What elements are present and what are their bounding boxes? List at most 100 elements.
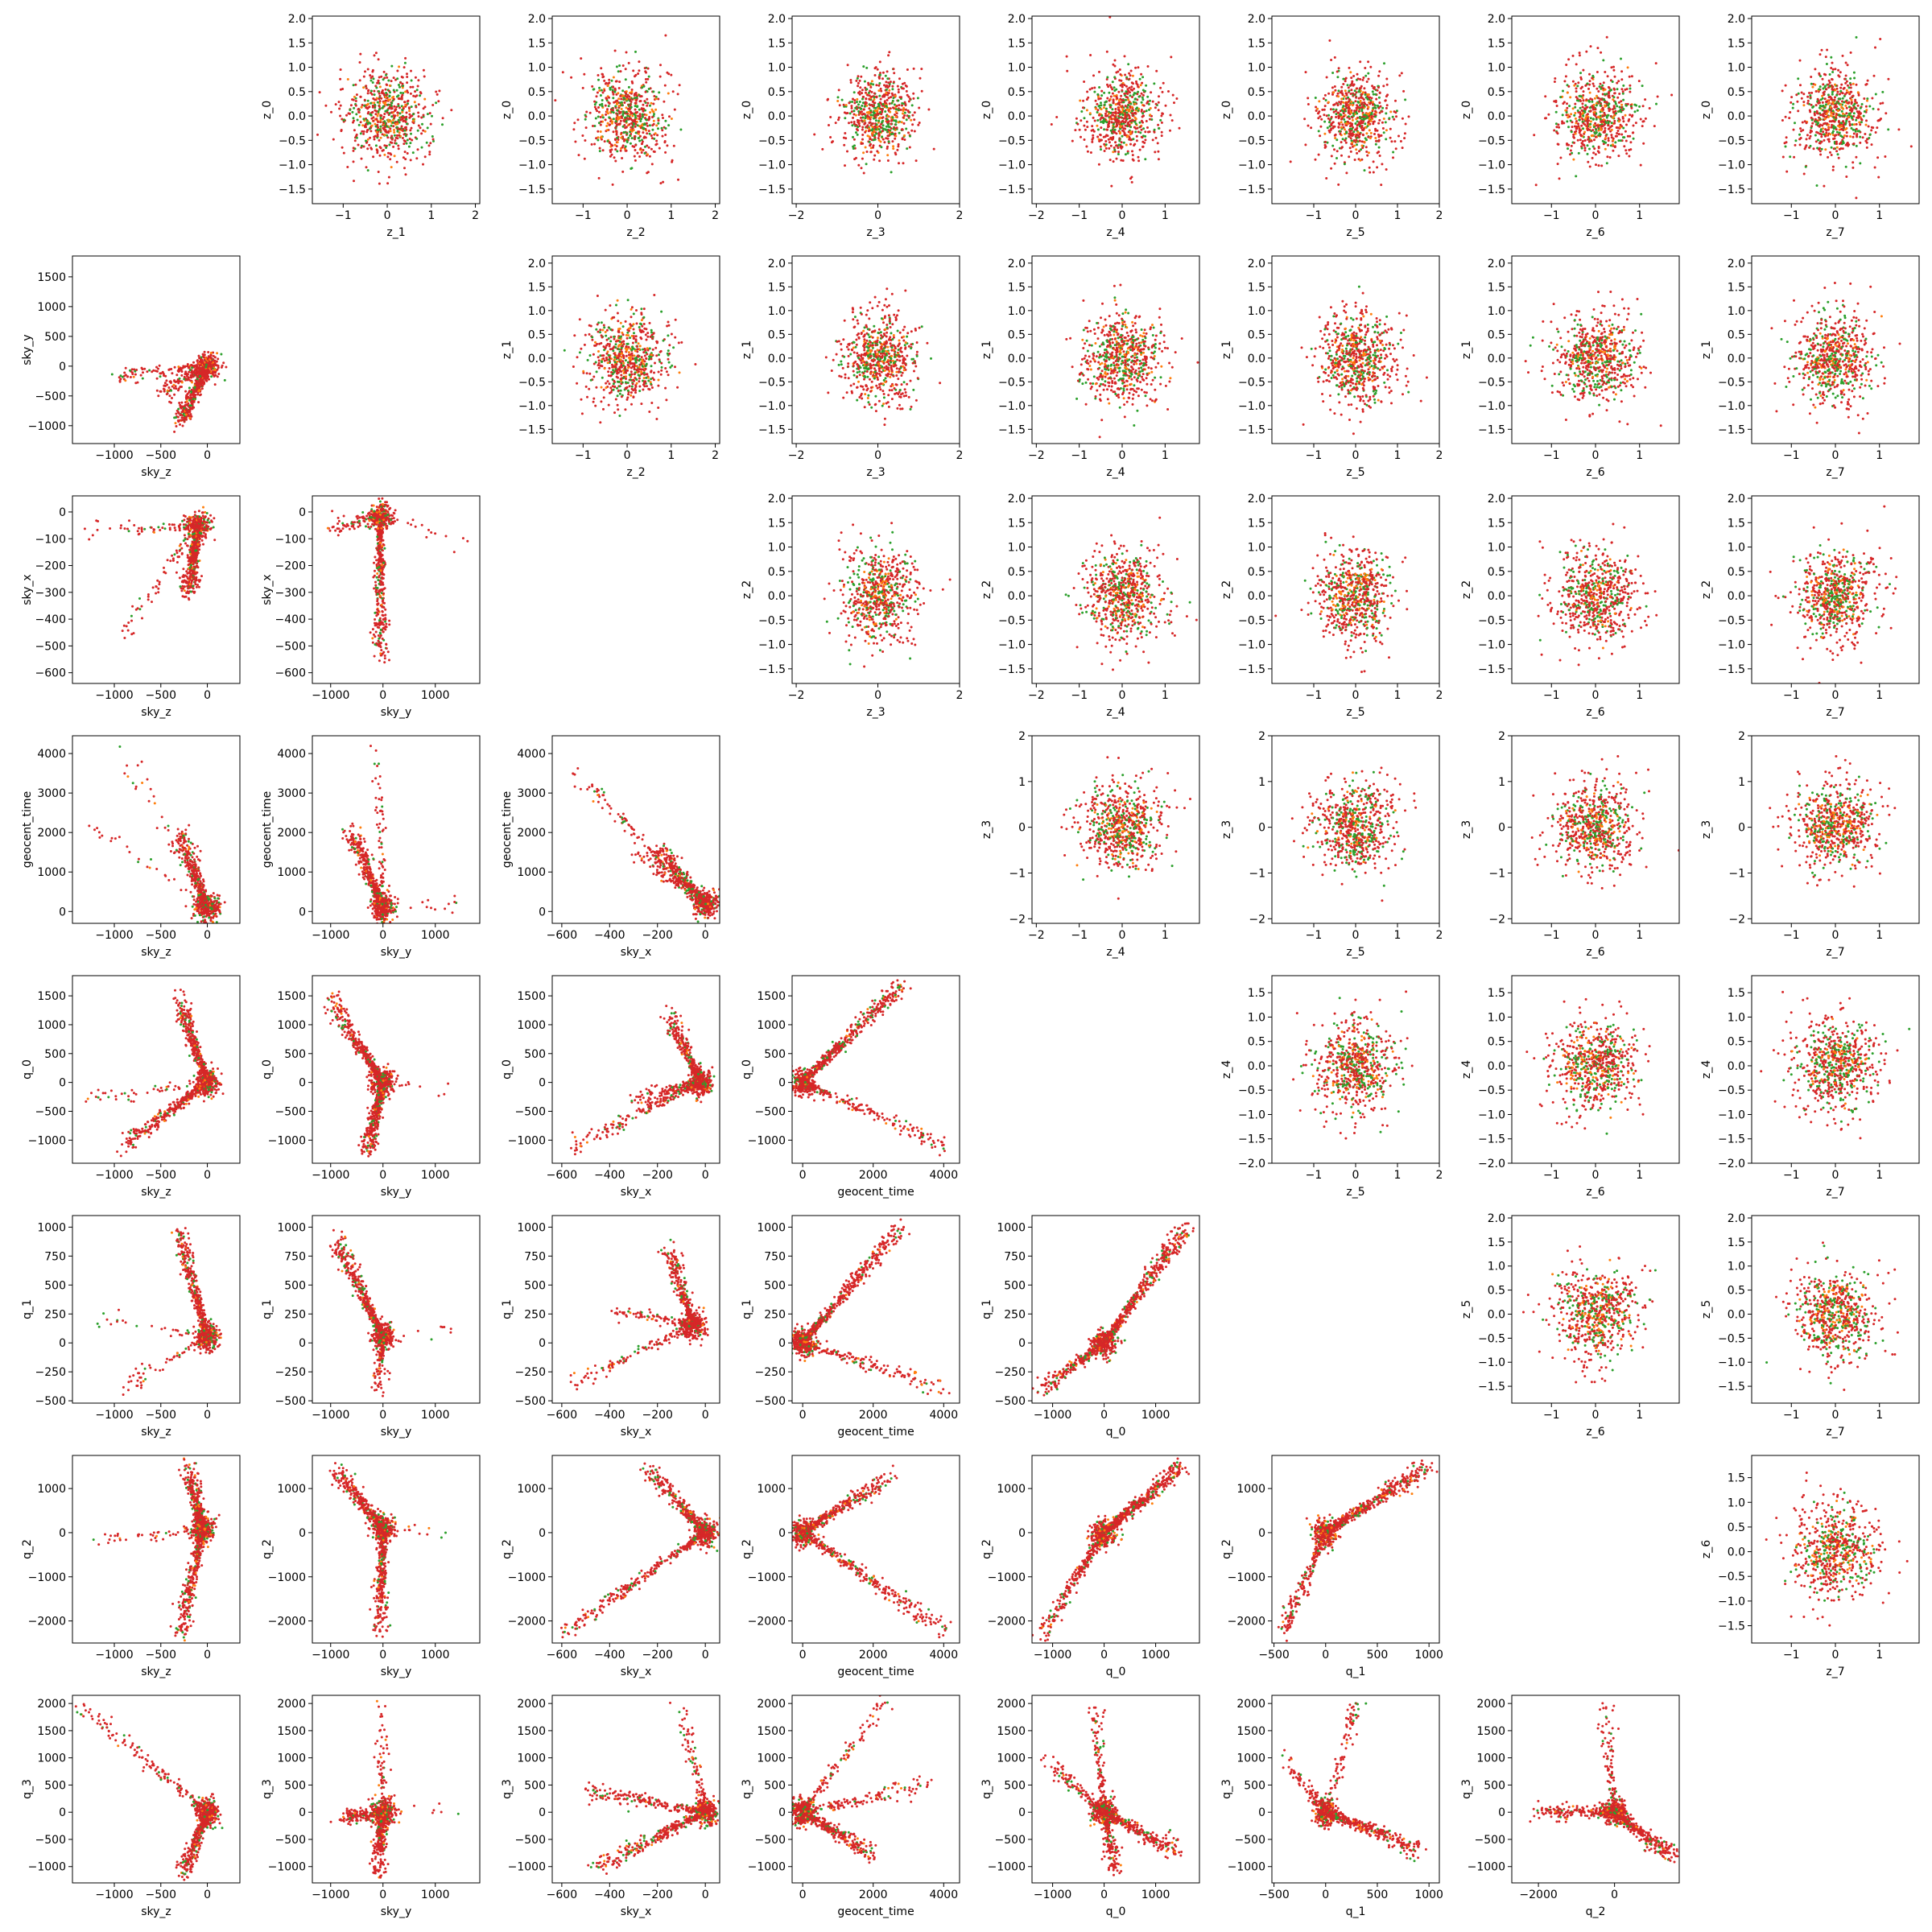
scatter-point — [1824, 118, 1827, 120]
scatter-point — [1128, 109, 1131, 113]
scatter-point — [605, 113, 608, 116]
scatter-point — [1614, 101, 1617, 104]
scatter-point — [1863, 97, 1866, 100]
scatter-point — [865, 91, 867, 94]
scatter-point — [1108, 159, 1112, 162]
scatter-point — [1601, 106, 1604, 109]
scatter-point — [634, 125, 637, 128]
scatter-point — [1100, 138, 1103, 142]
scatter-point — [599, 116, 602, 118]
scatter-point — [176, 411, 180, 414]
scatter-point — [886, 93, 890, 97]
scatter-point — [1856, 116, 1859, 119]
scatter-point — [389, 158, 392, 161]
scatter-point — [867, 83, 870, 86]
scatter-point — [618, 80, 621, 84]
scatter-point — [1581, 105, 1584, 109]
scatter-point — [1849, 135, 1852, 138]
scatter-point — [1595, 124, 1598, 127]
scatter-point — [1363, 169, 1366, 172]
scatter-point — [1810, 82, 1813, 85]
scatter-point — [1789, 155, 1792, 159]
scatter-point — [1588, 128, 1591, 131]
scatter-point — [572, 128, 576, 131]
scatter-point — [1592, 106, 1596, 109]
scatter-point — [1377, 135, 1381, 138]
scatter-point — [910, 118, 913, 122]
scatter-point — [1130, 105, 1133, 109]
scatter-point — [1797, 109, 1800, 113]
scatter-point — [852, 147, 855, 150]
scatter-point — [1352, 75, 1356, 77]
scatter-point — [1824, 56, 1827, 59]
scatter-point — [1796, 100, 1799, 103]
scatter-point — [664, 119, 667, 122]
scatter-point — [1593, 138, 1596, 142]
scatter-point — [1589, 109, 1592, 113]
scatter-point — [1316, 107, 1319, 110]
scatter-point — [897, 99, 900, 102]
scatter-point — [1868, 137, 1871, 139]
scatter-point — [643, 145, 646, 148]
scatter-point — [1374, 109, 1377, 113]
scatter-point — [1131, 112, 1133, 115]
x-tick-label: 0 — [384, 209, 391, 222]
y-tick-label: 0.0 — [1008, 110, 1026, 123]
scatter-point — [1859, 141, 1862, 144]
scatter-point — [1620, 78, 1624, 81]
scatter-point — [1104, 114, 1108, 118]
scatter-point — [1108, 84, 1112, 87]
scatter-point — [1322, 97, 1325, 100]
scatter-point — [1377, 106, 1381, 109]
scatter-point — [389, 130, 392, 133]
scatter-point — [1316, 112, 1319, 115]
scatter-point — [1606, 155, 1609, 159]
scatter-point — [1344, 89, 1347, 93]
scatter-point — [907, 100, 910, 103]
scatter-point — [391, 121, 394, 124]
scatter-point — [902, 87, 905, 90]
scatter-point — [879, 140, 882, 143]
scatter-point — [196, 393, 200, 396]
scatter-point — [1561, 114, 1564, 117]
scatter-point — [852, 91, 856, 94]
scatter-point — [650, 137, 654, 140]
scatter-point — [1584, 118, 1587, 121]
scatter-point — [1631, 114, 1634, 117]
scatter-point — [1822, 130, 1825, 134]
scatter-point — [1333, 134, 1336, 137]
scatter-point — [646, 132, 649, 135]
scatter-point — [1364, 74, 1368, 77]
scatter-point — [1612, 149, 1615, 152]
scatter-point — [1628, 155, 1631, 158]
scatter-point — [1582, 94, 1585, 97]
scatter-point — [1343, 118, 1346, 121]
scatter-point — [1608, 91, 1611, 93]
scatter-point — [1342, 77, 1345, 80]
scatter-point — [630, 137, 634, 140]
scatter-point — [599, 94, 602, 97]
scatter-point — [1393, 118, 1396, 121]
scatter-point — [886, 134, 890, 138]
scatter-point — [1342, 126, 1345, 129]
scatter-point — [890, 92, 894, 95]
scatter-point — [866, 114, 869, 117]
scatter-point — [1103, 128, 1106, 131]
scatter-point — [1088, 112, 1092, 115]
scatter-point — [1129, 120, 1132, 123]
scatter-point — [599, 136, 602, 139]
scatter-point — [1620, 133, 1624, 136]
scatter-point — [1840, 125, 1843, 128]
scatter-point — [1837, 114, 1840, 117]
scatter-point — [401, 110, 404, 114]
scatter-point — [1106, 76, 1109, 79]
scatter-point — [407, 145, 411, 148]
scatter-point — [887, 54, 890, 57]
scatter-point — [886, 84, 889, 87]
scatter-point — [638, 136, 641, 139]
scatter-point — [638, 132, 640, 135]
scatter-point — [1377, 133, 1380, 136]
scatter-point — [653, 137, 656, 140]
scatter-point — [394, 142, 398, 145]
scatter-point — [1345, 130, 1348, 134]
